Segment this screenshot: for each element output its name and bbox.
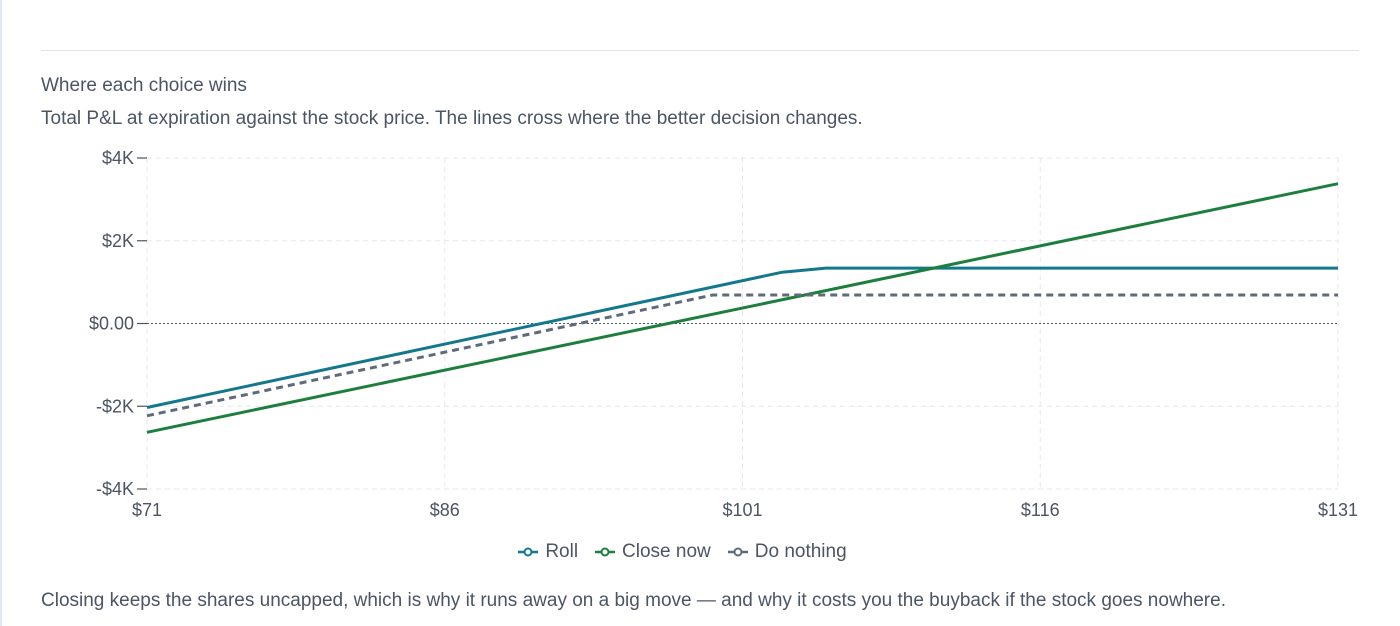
- legend-label-close-now: Close now: [622, 541, 711, 562]
- legend-label-roll: Roll: [545, 541, 579, 562]
- series-line-close-now: [146, 182, 1339, 434]
- y-tick-label: -$2K: [96, 396, 134, 416]
- x-tick-label: $71: [132, 500, 162, 520]
- series-line-roll: [146, 266, 1338, 409]
- chart-grid: [146, 157, 1339, 490]
- chart-axes: [137, 157, 147, 490]
- chart-legend: Roll Close now Do nothing: [0, 541, 1364, 563]
- legend-swatch-close-now: [595, 547, 616, 557]
- legend-item-roll[interactable]: Roll: [517, 541, 578, 563]
- x-tick-label: $101: [722, 500, 762, 520]
- chart-subheading: Total P&L at expiration against the stoc…: [41, 108, 863, 129]
- x-tick-label: $116: [1021, 500, 1060, 520]
- y-tick-label: $4K: [102, 150, 134, 168]
- legend-item-do-nothing[interactable]: Do nothing: [727, 541, 847, 563]
- legend-label-do-nothing: Do nothing: [754, 541, 847, 562]
- legend-item-close-now[interactable]: Close now: [594, 541, 711, 563]
- chart-footnote: Closing keeps the shares uncapped, which…: [41, 590, 1226, 611]
- chart-heading: Where each choice wins: [41, 75, 247, 96]
- y-tick-label: $2K: [102, 231, 134, 251]
- y-tick-label: -$4K: [96, 479, 134, 499]
- series-line-do-nothing: [146, 293, 1338, 418]
- x-tick-label: $131: [1318, 500, 1358, 520]
- chart-series: [146, 182, 1339, 434]
- y-tick-label: $0.00: [89, 314, 134, 334]
- section-divider: [41, 50, 1359, 51]
- panel-left-border: [0, 0, 2, 626]
- pnl-chart: $71 $86 $101 $116 $131 $4K $2K $0.00 -$2K -$4K: [89, 150, 1358, 520]
- chart-tick-labels: $71 $86 $101 $116 $131 $4K $2K $0.00 -$2K -$4K: [89, 150, 1358, 520]
- x-tick-label: $86: [430, 500, 460, 520]
- legend-swatch-do-nothing: [727, 547, 748, 557]
- legend-swatch-roll: [518, 547, 539, 557]
